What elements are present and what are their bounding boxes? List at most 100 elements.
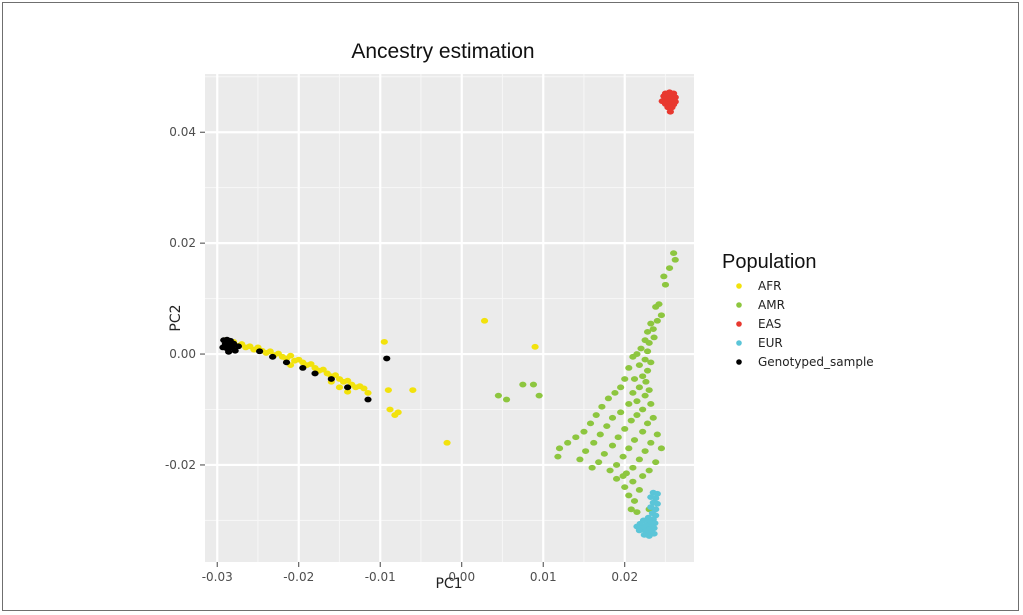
point-amr [639, 473, 647, 479]
point-amr [627, 417, 635, 424]
point-eur [652, 495, 660, 502]
point-amr [641, 356, 649, 363]
point-amr [572, 434, 580, 441]
point-afr [384, 387, 392, 393]
point-eur [635, 527, 643, 534]
point-genotyped-sample [327, 376, 335, 382]
point-genotyped-sample [383, 355, 391, 362]
point-amr [603, 423, 611, 430]
point-afr [286, 352, 295, 359]
point-amr [645, 340, 653, 346]
point-afr [380, 338, 388, 345]
point-afr [344, 388, 352, 395]
point-amr [586, 420, 595, 427]
point-amr [598, 403, 606, 410]
point-afr [331, 372, 339, 379]
point-amr [611, 389, 619, 396]
point-amr [653, 431, 661, 438]
point-amr [608, 414, 617, 421]
point-amr [600, 450, 608, 457]
point-amr [614, 434, 622, 441]
point-genotyped-sample [234, 343, 243, 350]
point-genotyped-sample [299, 365, 307, 371]
point-amr [670, 250, 678, 257]
point-genotyped-sample [364, 396, 372, 403]
point-amr [652, 304, 660, 310]
legend-title: Population [722, 251, 817, 273]
point-amr [621, 426, 629, 432]
point-amr [612, 462, 621, 468]
point-amr [502, 396, 511, 403]
y-axis-ticks: -0.02 0.00 0.02 0.04 [165, 125, 205, 472]
point-amr [639, 428, 647, 435]
x-tick-label: -0.03 [202, 570, 233, 584]
point-amr [657, 312, 666, 319]
point-genotyped-sample [311, 370, 319, 377]
y-tick-label: 0.00 [169, 347, 196, 361]
point-afr [443, 439, 451, 446]
point-amr [653, 317, 661, 324]
grid-minor [205, 74, 694, 562]
point-amr [652, 459, 660, 466]
point-amr [588, 464, 596, 471]
legend-label: EAS [758, 317, 781, 331]
point-amr [629, 389, 637, 396]
point-amr [649, 414, 657, 421]
point-amr [641, 392, 649, 399]
x-tick-label: -0.02 [283, 570, 314, 584]
point-eur [653, 490, 661, 497]
legend: Population AFR AMR EAS EUR Genotyped_sample [722, 251, 874, 369]
point-amr [645, 387, 653, 393]
data-points [219, 89, 679, 539]
point-amr [596, 431, 604, 438]
point-amr [590, 439, 598, 446]
point-eur [650, 530, 658, 537]
point-amr [647, 359, 655, 366]
legend-label: AMR [758, 298, 785, 312]
point-amr [629, 464, 637, 471]
legend-label: AFR [758, 279, 781, 293]
x-axis-label: PC1 [435, 576, 462, 592]
point-amr [635, 362, 643, 369]
point-amr [671, 256, 679, 263]
point-amr [580, 428, 588, 435]
point-amr [617, 384, 625, 391]
point-afr [335, 384, 344, 391]
point-amr [494, 392, 502, 399]
point-amr [619, 473, 627, 479]
point-genotyped-sample [256, 348, 264, 355]
point-genotyped-sample [344, 384, 352, 391]
x-tick-label: 0.02 [611, 570, 638, 584]
point-amr [592, 412, 600, 418]
point-amr [625, 365, 633, 371]
point-amr [639, 406, 647, 413]
point-amr [643, 367, 652, 374]
point-genotyped-sample [231, 347, 239, 354]
point-amr [650, 334, 658, 341]
point-amr [633, 509, 641, 515]
point-amr [660, 273, 668, 280]
point-eur [653, 500, 661, 507]
point-afr [319, 366, 327, 373]
point-amr [555, 445, 564, 452]
legend-label: EUR [758, 336, 783, 350]
point-eas [666, 108, 674, 115]
point-amr [529, 381, 538, 388]
y-axis-label: PC2 [168, 304, 184, 331]
point-amr [612, 475, 621, 482]
point-amr [635, 487, 643, 493]
point-amr [633, 412, 641, 418]
point-amr [657, 445, 666, 452]
grid-major [205, 74, 694, 562]
point-amr [630, 498, 639, 504]
legend-key [736, 283, 742, 289]
point-amr [625, 445, 633, 452]
point-amr [554, 453, 562, 460]
point-amr [641, 448, 649, 454]
chart-title: Ancestry estimation [351, 40, 534, 63]
legend-key [736, 302, 742, 308]
point-afr [409, 387, 417, 393]
point-amr [535, 392, 543, 399]
point-amr [649, 326, 657, 332]
